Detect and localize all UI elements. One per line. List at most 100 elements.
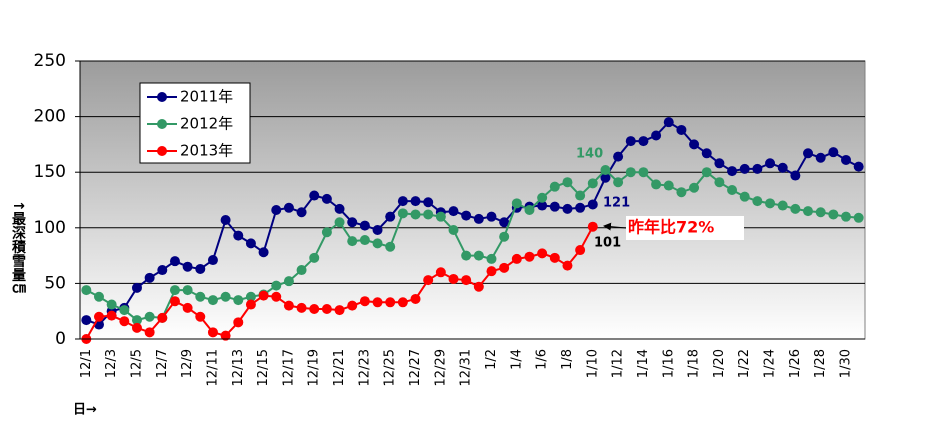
x-tick-label: 1/22 [737,349,752,378]
data-point [524,251,535,262]
data-point [157,265,168,276]
data-point [613,177,624,188]
data-point [651,130,662,141]
x-tick-label: 1/4 [509,349,524,370]
data-point [511,198,522,209]
data-point [562,203,573,214]
data-point [233,230,244,241]
data-point [727,166,738,177]
data-point [600,172,611,183]
data-point [549,252,560,263]
data-point [575,202,586,213]
data-point [473,250,484,261]
y-tick-label: 50 [44,273,66,293]
data-point [663,117,674,128]
data-point [689,182,700,193]
data-point [701,148,712,159]
legend-label: 2013年 [180,142,233,160]
x-tick-label: 1/16 [661,349,676,378]
data-point [245,238,256,249]
data-point [131,315,142,326]
data-point [828,147,839,158]
data-point [423,197,434,208]
data-point [765,198,776,209]
data-point [385,297,396,308]
data-point [790,203,801,214]
data-point [777,162,788,173]
x-tick-label: 12/3 [104,349,119,378]
data-point [334,217,345,228]
data-point [752,196,763,207]
data-point [169,296,180,307]
data-point [347,300,358,311]
data-point [397,297,408,308]
y-tick-label: 200 [34,107,66,127]
data-point [739,163,750,174]
data-point [448,225,459,236]
x-tick-label: 12/5 [129,349,144,378]
data-point [410,196,421,207]
data-point [182,261,193,272]
data-point [625,167,636,178]
annotation: 昨年比72% [628,218,714,237]
data-point [461,250,472,261]
data-point [714,177,725,188]
data-point [587,199,598,210]
data-point [195,263,206,274]
data-point [549,181,560,192]
x-tick-label: 12/25 [383,349,398,386]
data-point [575,245,586,256]
data-point [537,200,548,211]
data-point [81,315,92,326]
data-point [220,291,231,302]
data-point [486,211,497,222]
data-point [777,200,788,211]
data-point [195,291,206,302]
annotation: 121 [603,196,630,211]
data-point [841,211,852,222]
data-point [131,322,142,333]
data-point [676,124,687,135]
data-point [549,201,560,212]
legend-label: 2012年 [180,115,233,133]
legend-marker [157,92,167,102]
data-point [347,236,358,247]
data-point [81,285,92,296]
data-point [106,299,117,310]
data-point [473,213,484,224]
data-point [587,221,598,232]
data-point [207,327,218,338]
data-point [169,256,180,267]
x-tick-label: 12/23 [357,349,372,386]
x-tick-label: 12/29 [433,349,448,386]
data-point [321,227,332,238]
data-point [423,275,434,286]
data-point [562,177,573,188]
data-point [739,191,750,202]
x-tick-label: 12/27 [408,349,423,386]
data-point [638,167,649,178]
data-point [119,305,130,316]
data-point [144,311,155,322]
x-tick-label: 12/9 [180,349,195,378]
legend-marker [157,146,167,156]
data-point [727,184,738,195]
data-point [93,291,104,302]
x-tick-label: 12/31 [459,349,474,386]
data-point [625,136,636,147]
data-point [701,167,712,178]
data-point [828,209,839,220]
x-tick-label: 12/1 [79,349,94,378]
y-tick-label: 150 [34,162,66,182]
x-axis-label: 日→ [73,403,97,418]
data-point [714,158,725,169]
data-point [195,311,206,322]
x-tick-label: 1/2 [484,349,499,370]
data-point [765,158,776,169]
data-point [144,327,155,338]
data-point [841,154,852,165]
data-point [258,290,269,301]
data-point [752,163,763,174]
data-point [587,178,598,189]
